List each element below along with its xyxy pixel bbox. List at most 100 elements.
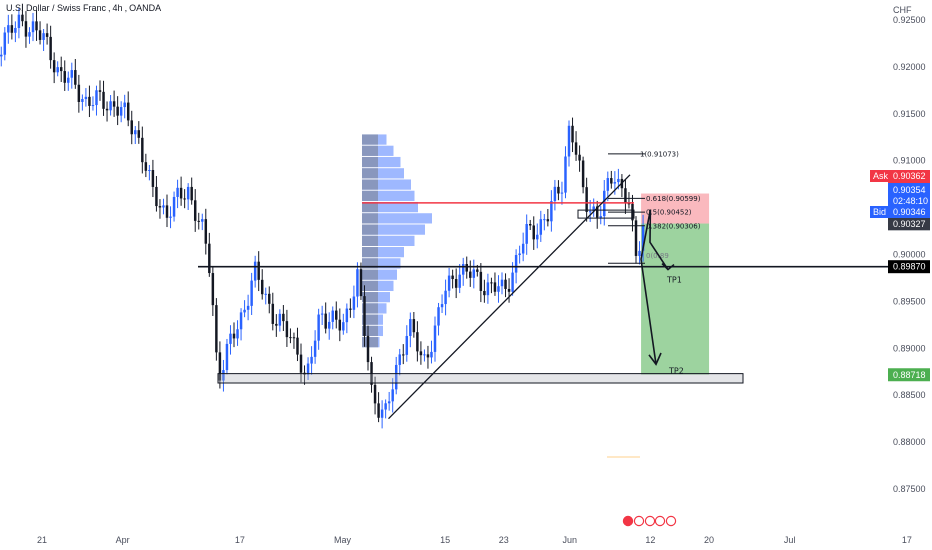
candle-body — [31, 21, 35, 33]
candle-body — [324, 313, 327, 329]
candle-body — [77, 84, 81, 102]
candle-body — [394, 364, 398, 390]
ask-label: Ask — [873, 171, 889, 181]
candle-body — [208, 243, 211, 274]
candle-body — [560, 192, 564, 194]
time-tick-label: May — [334, 535, 352, 545]
candle-body — [416, 332, 419, 352]
blue-price-bg — [888, 183, 930, 207]
economic-event-icon — [654, 515, 666, 527]
candle-body — [574, 142, 578, 155]
candle-body — [88, 96, 91, 106]
ask-price-bg — [888, 170, 930, 182]
price-tag-support: 0.89870 — [893, 262, 926, 272]
candle-body — [109, 101, 112, 111]
candle-body — [423, 354, 426, 356]
candle-body — [74, 70, 77, 85]
economic-event-icon — [665, 515, 677, 527]
time-tick-label: 23 — [499, 535, 509, 545]
candle-body — [49, 36, 52, 61]
candle-body — [144, 162, 148, 171]
price-axis: CHF0.925000.920000.915000.910000.905000.… — [870, 5, 930, 494]
candle-body — [268, 293, 271, 304]
time-tick-label: 21 — [37, 535, 47, 545]
candle-body — [521, 243, 525, 254]
candle-body — [447, 275, 451, 291]
fib-level-618-label: 0.618(0.90599) — [646, 195, 701, 203]
candle-body — [613, 182, 617, 184]
volume-bar-gray — [362, 235, 378, 246]
time-tick-label: Jul — [784, 535, 796, 545]
candle-body — [599, 216, 602, 218]
candle-body — [518, 253, 521, 256]
time-tick-label: Apr — [116, 535, 130, 545]
stop-zone — [641, 193, 710, 224]
base-zone — [217, 373, 744, 384]
blue-price: 0.90354 — [893, 185, 926, 195]
candle-body — [493, 282, 497, 292]
candle-body — [151, 170, 155, 187]
candle-body — [472, 269, 476, 278]
volume-bar-gray — [362, 280, 378, 292]
fib-level-05-label: 0.5(0.90452) — [646, 209, 692, 217]
candle-body — [497, 286, 500, 292]
candle-body — [148, 170, 151, 172]
event-icons — [622, 515, 677, 527]
price-tick-label: 0.90000 — [893, 250, 926, 260]
candle-body — [553, 186, 557, 202]
volume-bar-gray — [362, 134, 378, 145]
volume-bar-gray — [362, 325, 378, 337]
candle-body — [292, 337, 296, 339]
price-tick-label: 0.89000 — [893, 343, 926, 353]
price-tick-label: 0.92000 — [893, 62, 926, 72]
candle-body — [624, 188, 627, 204]
candle-body — [119, 107, 123, 116]
arrow-to-tp2 — [640, 209, 657, 365]
candle-body — [169, 216, 172, 218]
candle-body — [116, 106, 119, 116]
candle-body — [405, 335, 409, 355]
candle-body — [253, 261, 257, 281]
volume-profile — [362, 134, 432, 348]
volume-bar — [362, 213, 432, 224]
volume-bar — [362, 224, 425, 235]
candle-body — [24, 21, 28, 37]
candle-body — [3, 32, 7, 55]
tp2-label: TP2 — [668, 367, 684, 376]
time-tick-label: Jun — [563, 535, 578, 545]
candle-body — [278, 313, 282, 326]
candle-body — [356, 269, 359, 297]
candle-body — [218, 352, 222, 381]
candle-body — [349, 308, 352, 310]
candle-body — [532, 225, 535, 240]
time-tick-label: 15 — [440, 535, 450, 545]
candle-body — [59, 67, 63, 72]
target-zone — [641, 223, 710, 375]
candle-body — [342, 322, 345, 331]
candle-body — [38, 30, 42, 40]
candle-body — [21, 14, 24, 22]
candle-body — [606, 178, 610, 191]
candle-body — [437, 307, 440, 326]
volume-bar-gray — [362, 258, 378, 269]
candle-body — [63, 71, 66, 83]
candle-body — [317, 314, 320, 341]
candle-body — [500, 279, 504, 287]
candle-body — [193, 200, 197, 221]
volume-bar-gray — [362, 292, 378, 303]
candle-body — [486, 282, 490, 296]
candle-body — [84, 96, 88, 100]
candle-body — [578, 154, 581, 161]
candle-body — [377, 403, 380, 418]
candle-body — [490, 282, 493, 284]
candle-body — [479, 271, 483, 291]
volume-bar-gray — [362, 337, 378, 348]
ask-label-bg — [870, 170, 888, 182]
candle-body — [186, 186, 190, 200]
volume-bar — [362, 156, 401, 168]
volume-bar — [362, 179, 411, 190]
fib-level-0-label: 0(0.89 — [646, 252, 669, 260]
candle-body — [10, 25, 14, 33]
candle-body — [162, 205, 165, 208]
